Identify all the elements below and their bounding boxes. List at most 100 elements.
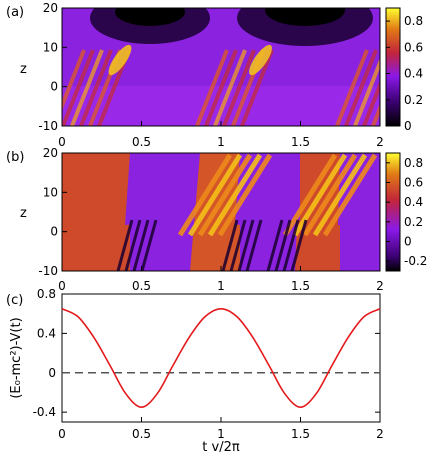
- heatmap-b-streak: [197, 153, 253, 237]
- y-tick-label: 10: [43, 40, 58, 54]
- x-tick-label: 1.5: [291, 135, 310, 149]
- series-line-c: [61, 307, 381, 409]
- colorbar-tick-label: 0.4: [404, 67, 423, 81]
- x-tick-label: 2: [376, 279, 384, 293]
- panel-a: (a) z 20 10 0 -10 0.8 0.6 0.4 0.2 0: [6, 1, 423, 133]
- colorbar-a: [385, 7, 401, 127]
- heatmap-a-streak: [344, 49, 378, 126]
- y-ticks-a: 20 10 0 -10: [38, 1, 67, 133]
- heatmap-b-dark-streak: [245, 219, 263, 271]
- heatmap-b-dark-streak: [124, 219, 142, 271]
- colorbar-tick-label: 0.4: [404, 195, 423, 209]
- y-tick-label: -0.4: [33, 405, 56, 419]
- heatmap-a-streak: [362, 80, 380, 126]
- panel-label-b: (b): [6, 150, 24, 165]
- heatmap-b-streak: [322, 153, 378, 237]
- y-tick-label: 20: [43, 146, 58, 160]
- heatmap-a-streak: [371, 102, 380, 126]
- colorbar-tick-label: 0.2: [404, 93, 423, 107]
- y-ticks-b: 20 10 0 -10: [38, 146, 67, 278]
- heatmap-a-streak: [335, 49, 369, 126]
- colorbar-tick-label: 0.2: [404, 215, 423, 229]
- y-tick-label: 0: [48, 366, 56, 380]
- x-tick-label: 0.5: [132, 135, 151, 149]
- heatmap-a-streak: [62, 49, 95, 126]
- x-tick-label: 1: [217, 135, 225, 149]
- heatmap-a-streak: [222, 49, 256, 126]
- heatmap-b-dark-streak: [132, 219, 150, 271]
- x-tick-label: 0: [58, 427, 66, 441]
- x-tick-label: 2: [376, 135, 384, 149]
- heatmap-a-streak: [70, 49, 104, 126]
- x-ticks-c: 0 0.5 1 1.5 2: [58, 417, 384, 441]
- y-tick-label: 0: [50, 225, 58, 239]
- x-tick-label: 1.5: [291, 279, 310, 293]
- heatmap-b-streak: [282, 153, 338, 237]
- heatmap-b-dark-streak: [266, 219, 284, 271]
- y-tick-label: 10: [43, 185, 58, 199]
- heatmap-b-dark-streak: [237, 219, 255, 271]
- x-tick-label: 0.5: [132, 279, 151, 293]
- x-tick-label: 1: [217, 427, 225, 441]
- y-ticks-c: 0.8 0.4 0 -0.4: [33, 287, 380, 419]
- heatmap-a-bright-spot: [249, 44, 272, 76]
- heatmap-b-dark-streak: [221, 219, 239, 271]
- y-axis-label-b: z: [20, 206, 27, 221]
- heatmap-a: [62, 8, 380, 126]
- panel-c: (c) 0 0.5 1 1.5 2 0.80.40-0.4 0 0.5 1 1.5 2 (E₀-…: [6, 266, 384, 455]
- heatmap-a-streak: [353, 57, 380, 126]
- heatmap-a-streak: [204, 49, 238, 126]
- x-tick-label: 0: [58, 279, 66, 293]
- y-tick-label: 0: [50, 80, 58, 94]
- heatmap-b-streak: [217, 153, 273, 237]
- heatmap-a-streak: [195, 49, 229, 126]
- x-tick-label: 0: [58, 135, 66, 149]
- heatmap-b-dark-streak: [274, 219, 292, 271]
- x-tick-label: 1.5: [291, 427, 310, 441]
- colorbar-b: [385, 152, 401, 272]
- colorbar-tick-label: 0: [404, 235, 412, 249]
- x-tick-label: 2: [376, 427, 384, 441]
- y-tick-label: -10: [38, 264, 58, 278]
- heatmap-b-dark-streak: [229, 219, 247, 271]
- colorbar-tick-label: 0.8: [404, 14, 423, 28]
- colorbar-tick-label: 0.8: [404, 156, 423, 170]
- colorbar-tick-label: -0.2: [404, 254, 427, 268]
- x-tick-label: 0.5: [132, 427, 151, 441]
- y-tick-label: 0.4: [37, 326, 56, 340]
- y-axis-label-a: z: [20, 62, 27, 77]
- y-axis-label-c: (E₀-mc²)-V(t): [9, 317, 24, 398]
- heatmap-a-streak: [62, 49, 86, 112]
- x-tick-label: 1: [217, 279, 225, 293]
- y-tick-label: 20: [43, 1, 58, 15]
- y-tick-label: -10: [38, 119, 58, 133]
- colorbar-tick-label: 0.6: [404, 40, 423, 54]
- heatmap-b-streak: [207, 153, 263, 237]
- colorbar-ticks-a: 0.8 0.6 0.4 0.2 0: [386, 14, 423, 133]
- colorbar-tick-label: 0.6: [404, 176, 423, 190]
- heatmap-b-streak: [302, 153, 358, 237]
- heatmap-b-streak: [312, 153, 368, 237]
- heatmap-b-streak: [292, 153, 348, 237]
- heatmap-b-streak: [177, 153, 233, 237]
- x-axis-label-c: t v/2π: [202, 440, 240, 455]
- heatmap-a-bright-spot: [108, 44, 132, 76]
- heatmap-b-dark-streak: [140, 219, 158, 271]
- heatmap-b: [62, 153, 380, 271]
- y-tick-label: 0.8: [37, 287, 56, 301]
- heatmap-b-streak: [187, 153, 243, 237]
- heatmap-b-dark-streak: [282, 219, 300, 271]
- colorbar-ticks-b: 0.8 0.6 0.4 0.2 0 -0.2: [386, 156, 427, 268]
- x-ticks-a: 0 0.5 1 1.5 2: [58, 121, 384, 149]
- heatmap-a-streak: [79, 49, 113, 126]
- panel-label-c: (c): [6, 293, 23, 308]
- heatmap-a-streak: [213, 49, 247, 126]
- heatmap-a-streak: [240, 49, 274, 126]
- heatmap-b-dark-streak: [290, 219, 308, 271]
- heatmap-b-dark-streak: [116, 219, 134, 271]
- colorbar-tick-label: 0: [404, 119, 412, 133]
- panel-label-a: (a): [6, 5, 24, 20]
- x-ticks-b: 0 0.5 1 1.5 2: [58, 266, 384, 293]
